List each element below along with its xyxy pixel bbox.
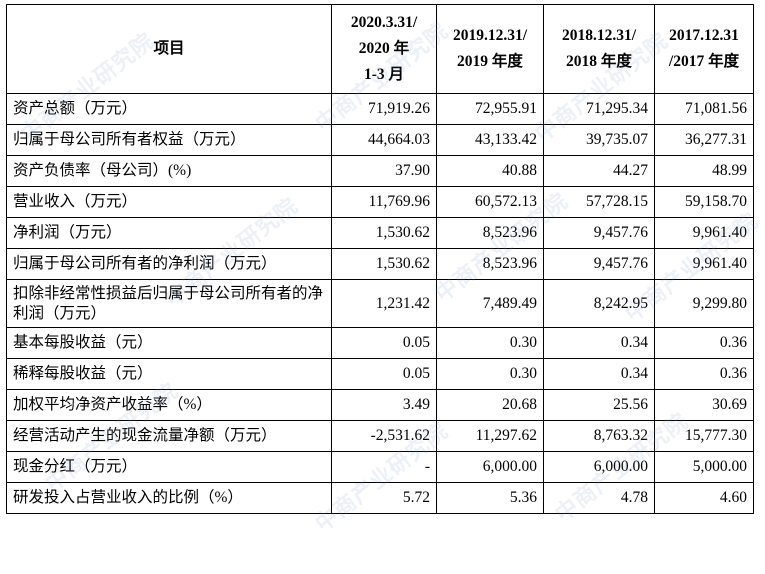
- cell-value: 5.36: [436, 482, 544, 514]
- table-header-row: 项目 2020.3.31/ 2020 年 1-3 月 2019.12.31/ 2…: [6, 4, 754, 94]
- table-row-parent-equity: 归属于母公司所有者权益（万元） 44,664.03 43,133.42 39,7…: [6, 124, 754, 156]
- row-label: 现金分红（万元）: [6, 451, 332, 483]
- row-label: 稀释每股收益（元）: [6, 358, 332, 390]
- table-row-cash-dividend: 现金分红（万元） - 6,000.00 6,000.00 5,000.00: [6, 451, 754, 483]
- header-2018: 2018.12.31/ 2018 年度: [543, 4, 655, 94]
- table-row-total-assets: 资产总额（万元） 71,919.26 72,955.91 71,295.34 7…: [6, 93, 754, 125]
- cell-value: 71,295.34: [543, 93, 655, 125]
- table-row-roe: 加权平均净资产收益率（%） 3.49 20.68 25.56 30.69: [6, 389, 754, 421]
- cell-value: 44,664.03: [331, 124, 437, 156]
- cell-value: 1,530.62: [331, 248, 437, 280]
- cell-value: 71,919.26: [331, 93, 437, 125]
- cell-value: 40.88: [436, 155, 544, 187]
- table-row-rd-ratio: 研发投入占营业收入的比例（%） 5.72 5.36 4.78 4.60: [6, 482, 754, 514]
- cell-value: 8,763.32: [543, 420, 655, 452]
- cell-value: 48.99: [654, 155, 754, 187]
- cell-value: 11,769.96: [331, 186, 437, 218]
- row-label: 研发投入占营业收入的比例（%）: [6, 482, 332, 514]
- cell-value: 20.68: [436, 389, 544, 421]
- cell-value: 11,297.62: [436, 420, 544, 452]
- cell-value: 0.36: [654, 327, 754, 359]
- cell-value: 60,572.13: [436, 186, 544, 218]
- cell-value: 9,299.80: [654, 279, 754, 328]
- cell-value: 9,457.76: [543, 248, 655, 280]
- cell-value: 0.34: [543, 327, 655, 359]
- row-label: 营业收入（万元）: [6, 186, 332, 218]
- cell-value: 8,242.95: [543, 279, 655, 328]
- cell-value: 8,523.96: [436, 217, 544, 249]
- cell-value: 30.69: [654, 389, 754, 421]
- table-row-diluted-eps: 稀释每股收益（元） 0.05 0.30 0.34 0.36: [6, 358, 754, 390]
- table-row-basic-eps: 基本每股收益（元） 0.05 0.30 0.34 0.36: [6, 327, 754, 359]
- cell-value: 15,777.30: [654, 420, 754, 452]
- table-row-adjusted-net-profit: 扣除非经常性损益后归属于母公司所有者的净利润（万元） 1,231.42 7,48…: [6, 279, 754, 328]
- cell-value: 0.05: [331, 358, 437, 390]
- table-row-debt-ratio: 资产负债率（母公司）(%) 37.90 40.88 44.27 48.99: [6, 155, 754, 187]
- cell-value: 8,523.96: [436, 248, 544, 280]
- cell-value: 4.60: [654, 482, 754, 514]
- cell-value: 9,961.40: [654, 217, 754, 249]
- cell-value: 39,735.07: [543, 124, 655, 156]
- cell-value: 44.27: [543, 155, 655, 187]
- header-2019: 2019.12.31/ 2019 年度: [436, 4, 544, 94]
- cell-value: 37.90: [331, 155, 437, 187]
- financial-data-table: 项目 2020.3.31/ 2020 年 1-3 月 2019.12.31/ 2…: [6, 4, 754, 514]
- cell-value: 6,000.00: [436, 451, 544, 483]
- row-label: 归属于母公司所有者权益（万元）: [6, 124, 332, 156]
- cell-value: 5,000.00: [654, 451, 754, 483]
- cell-value: 25.56: [543, 389, 655, 421]
- header-2020q1: 2020.3.31/ 2020 年 1-3 月: [331, 4, 437, 94]
- cell-value: 72,955.91: [436, 93, 544, 125]
- table-row-net-profit: 净利润（万元） 1,530.62 8,523.96 9,457.76 9,961…: [6, 217, 754, 249]
- row-label: 净利润（万元）: [6, 217, 332, 249]
- cell-value: 59,158.70: [654, 186, 754, 218]
- cell-value: 7,489.49: [436, 279, 544, 328]
- row-label: 资产负债率（母公司）(%): [6, 155, 332, 187]
- cell-value: 0.36: [654, 358, 754, 390]
- row-label: 经营活动产生的现金流量净额（万元）: [6, 420, 332, 452]
- row-label: 加权平均净资产收益率（%）: [6, 389, 332, 421]
- row-label: 资产总额（万元）: [6, 93, 332, 125]
- cell-value: 6,000.00: [543, 451, 655, 483]
- cell-value: 0.30: [436, 327, 544, 359]
- table-row-revenue: 营业收入（万元） 11,769.96 60,572.13 57,728.15 5…: [6, 186, 754, 218]
- table-row-parent-net-profit: 归属于母公司所有者的净利润（万元） 1,530.62 8,523.96 9,45…: [6, 248, 754, 280]
- cell-value: 0.05: [331, 327, 437, 359]
- cell-value: 43,133.42: [436, 124, 544, 156]
- row-label: 归属于母公司所有者的净利润（万元）: [6, 248, 332, 280]
- row-label: 扣除非经常性损益后归属于母公司所有者的净利润（万元）: [6, 279, 332, 328]
- header-2017: 2017.12.31 /2017 年度: [654, 4, 754, 94]
- table-row-operating-cash-flow: 经营活动产生的现金流量净额（万元） -2,531.62 11,297.62 8,…: [6, 420, 754, 452]
- cell-value: 0.30: [436, 358, 544, 390]
- cell-value: 36,277.31: [654, 124, 754, 156]
- cell-value: -: [331, 451, 437, 483]
- cell-value: 1,231.42: [331, 279, 437, 328]
- cell-value: 0.34: [543, 358, 655, 390]
- cell-value: 5.72: [331, 482, 437, 514]
- cell-value: 4.78: [543, 482, 655, 514]
- cell-value: 1,530.62: [331, 217, 437, 249]
- cell-value: 57,728.15: [543, 186, 655, 218]
- cell-value: 71,081.56: [654, 93, 754, 125]
- cell-value: 9,457.76: [543, 217, 655, 249]
- cell-value: 3.49: [331, 389, 437, 421]
- row-label: 基本每股收益（元）: [6, 327, 332, 359]
- header-item: 项目: [6, 4, 332, 94]
- cell-value: -2,531.62: [331, 420, 437, 452]
- cell-value: 9,961.40: [654, 248, 754, 280]
